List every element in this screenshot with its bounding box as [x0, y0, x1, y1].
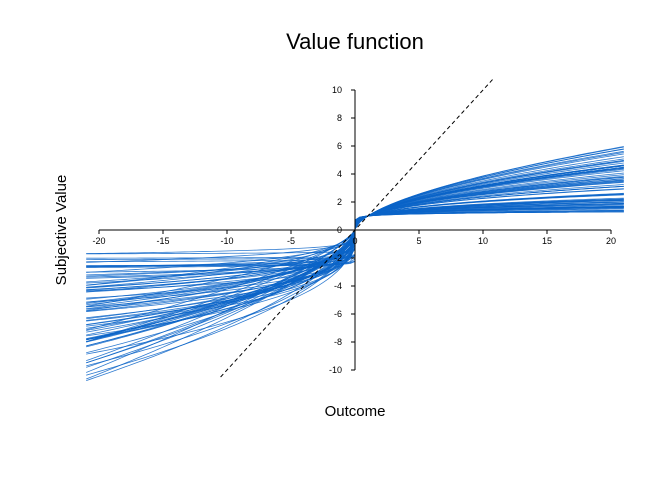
x-axis-label: Outcome [325, 403, 386, 420]
value-curve-79 [86, 188, 624, 267]
x-tick-label: -15 [156, 236, 169, 246]
x-tick-label: 20 [606, 236, 616, 246]
y-tick-label: -4 [334, 281, 342, 291]
y-tick-label: 10 [332, 85, 342, 95]
identity-reference-line [220, 78, 494, 378]
y-tick-label: 2 [337, 197, 342, 207]
x-tick-label: -20 [92, 236, 105, 246]
value-curve-61 [86, 205, 624, 347]
value-curve-66 [86, 192, 624, 311]
y-tick-label: -2 [334, 253, 342, 263]
value-curve-77 [86, 179, 624, 368]
value-curve-69 [86, 185, 624, 292]
x-tick-label: 15 [542, 236, 552, 246]
y-tick-label: 0 [337, 225, 342, 235]
y-tick-label: 4 [337, 169, 342, 179]
x-tick-label: -10 [220, 236, 233, 246]
value-curve-75 [86, 204, 624, 376]
y-tick-label: -8 [334, 337, 342, 347]
chart-title: Value function [286, 29, 424, 54]
x-tick-label: 5 [416, 236, 421, 246]
y-axis-label: Subjective Value [53, 175, 70, 286]
y-tick-label: -10 [329, 365, 342, 375]
x-tick-label: -5 [287, 236, 295, 246]
y-tick-label: 6 [337, 141, 342, 151]
y-tick-label: -6 [334, 309, 342, 319]
value-curve-74 [86, 199, 624, 273]
value-curve-78 [86, 169, 624, 329]
value-curve-80 [86, 172, 624, 260]
x-tick-label: 10 [478, 236, 488, 246]
value-curves-group [86, 146, 624, 381]
value-curve-70 [86, 153, 624, 331]
y-tick-label: 8 [337, 113, 342, 123]
x-tick-label: 0 [352, 236, 357, 246]
